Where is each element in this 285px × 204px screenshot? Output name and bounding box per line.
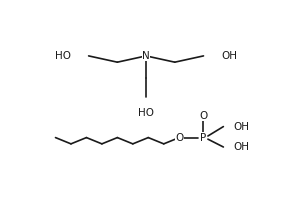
Text: HO: HO [138, 108, 154, 118]
Text: OH: OH [221, 51, 237, 61]
Text: OH: OH [233, 122, 249, 132]
Text: OH: OH [233, 142, 249, 152]
Text: N: N [142, 51, 150, 61]
Text: O: O [175, 133, 183, 143]
Text: P: P [200, 133, 207, 143]
Text: O: O [200, 111, 207, 121]
Text: HO: HO [55, 51, 71, 61]
